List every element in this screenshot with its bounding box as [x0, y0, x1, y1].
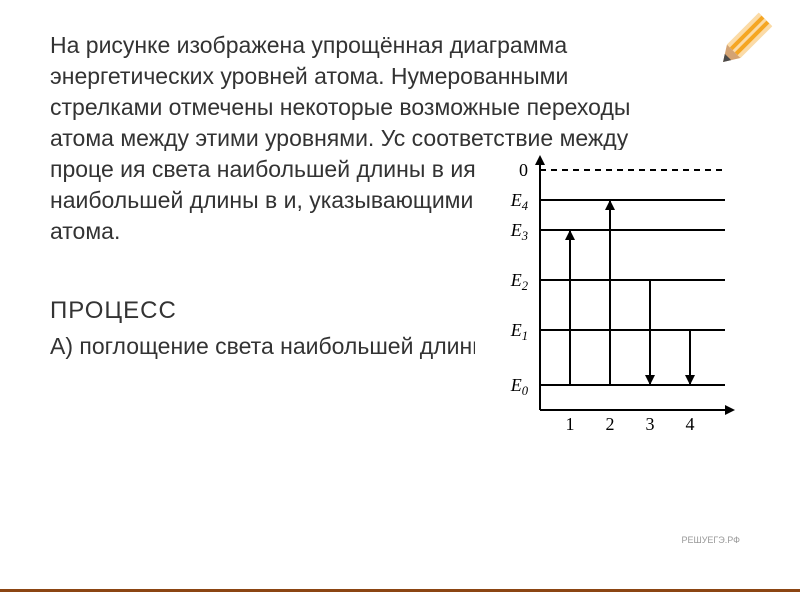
- svg-text:E0: E0: [510, 375, 529, 398]
- svg-text:E2: E2: [510, 270, 529, 293]
- svg-text:E3: E3: [510, 220, 528, 243]
- energy-diagram: 0 E4 E3 E2 E1 E0 1 2 3 4: [475, 150, 745, 440]
- slide-bottom-border: [0, 589, 800, 592]
- svg-text:E1: E1: [510, 320, 528, 343]
- svg-text:E4: E4: [510, 190, 529, 213]
- svg-text:3: 3: [646, 414, 655, 434]
- watermark-text: РЕШУЕГЭ.РФ: [681, 535, 740, 545]
- svg-text:1: 1: [566, 414, 575, 434]
- svg-text:2: 2: [606, 414, 615, 434]
- svg-text:0: 0: [519, 160, 528, 180]
- pencil-icon: [705, 5, 780, 80]
- svg-text:4: 4: [686, 414, 695, 434]
- slide-container: На рисунке изображена упрощённая диаграм…: [0, 0, 800, 600]
